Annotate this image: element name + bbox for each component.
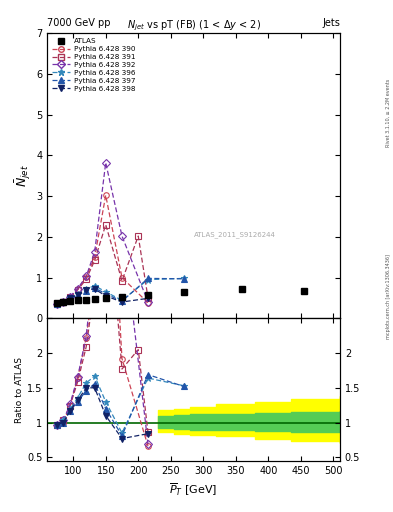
Pythia 6.428 391 [92,258,97,264]
Pythia 6.428 391 [136,233,141,239]
Line: Pythia 6.428 396: Pythia 6.428 396 [53,275,187,307]
Pythia 6.428 392 [61,298,66,305]
Pythia 6.428 396 [55,301,59,307]
Pythia 6.428 390 [103,193,108,199]
Pythia 6.428 390 [146,300,151,306]
Pythia 6.428 398 [84,287,88,293]
Pythia 6.428 390 [68,294,72,300]
Pythia 6.428 397 [55,301,59,307]
Line: Pythia 6.428 390: Pythia 6.428 390 [54,193,151,306]
Text: mcplots.cern.ch [arXiv:1306.3436]: mcplots.cern.ch [arXiv:1306.3436] [386,254,391,339]
Pythia 6.428 397 [61,299,66,305]
Text: 7000 GeV pp: 7000 GeV pp [47,18,111,28]
Y-axis label: Ratio to ATLAS: Ratio to ATLAS [15,356,24,422]
Pythia 6.428 398 [75,292,80,298]
Pythia 6.428 396 [182,275,186,282]
Text: Jets: Jets [322,18,340,28]
Pythia 6.428 392 [55,301,59,307]
Pythia 6.428 391 [103,222,108,228]
Pythia 6.428 396 [84,286,88,292]
Pythia 6.428 392 [68,294,72,300]
Pythia 6.428 390 [55,301,59,307]
Line: Pythia 6.428 391: Pythia 6.428 391 [54,222,151,306]
Line: Pythia 6.428 397: Pythia 6.428 397 [54,275,187,306]
Pythia 6.428 397 [103,291,108,297]
Pythia 6.428 392 [103,160,108,166]
Pythia 6.428 398 [68,295,72,302]
Pythia 6.428 390 [92,254,97,260]
Pythia 6.428 390 [119,274,124,281]
Pythia 6.428 392 [75,286,80,292]
X-axis label: $\overline{P}_T$ [GeV]: $\overline{P}_T$ [GeV] [169,481,218,498]
Line: Pythia 6.428 398: Pythia 6.428 398 [54,286,151,306]
Pythia 6.428 397 [84,288,88,294]
Text: ATLAS_2011_S9126244: ATLAS_2011_S9126244 [193,232,275,239]
Title: $N_{jet}$ vs pT (FB) (1 < $\Delta y$ < 2): $N_{jet}$ vs pT (FB) (1 < $\Delta y$ < 2… [127,19,261,33]
Pythia 6.428 392 [119,233,124,239]
Legend: ATLAS, Pythia 6.428 390, Pythia 6.428 391, Pythia 6.428 392, Pythia 6.428 396, P: ATLAS, Pythia 6.428 390, Pythia 6.428 39… [51,37,137,93]
Pythia 6.428 391 [119,278,124,284]
Pythia 6.428 396 [75,291,80,297]
Pythia 6.428 390 [61,299,66,305]
Line: Pythia 6.428 392: Pythia 6.428 392 [54,160,151,306]
Pythia 6.428 391 [68,294,72,300]
Pythia 6.428 392 [92,249,97,255]
Y-axis label: $\bar{N}_{jet}$: $\bar{N}_{jet}$ [14,164,33,187]
Pythia 6.428 390 [75,286,80,292]
Pythia 6.428 397 [182,276,186,282]
Pythia 6.428 398 [92,286,97,292]
Text: Rivet 3.1.10, ≥ 2.2M events: Rivet 3.1.10, ≥ 2.2M events [386,78,391,147]
Pythia 6.428 391 [84,276,88,282]
Pythia 6.428 398 [61,299,66,305]
Pythia 6.428 396 [61,298,66,305]
Pythia 6.428 391 [55,301,59,307]
Pythia 6.428 396 [146,276,151,283]
Pythia 6.428 391 [146,295,151,301]
Pythia 6.428 392 [84,273,88,280]
Pythia 6.428 391 [75,287,80,293]
Pythia 6.428 398 [146,295,151,302]
Pythia 6.428 391 [61,298,66,305]
Pythia 6.428 397 [146,275,151,282]
Pythia 6.428 397 [68,295,72,302]
Pythia 6.428 398 [119,299,124,305]
Pythia 6.428 397 [92,285,97,291]
Pythia 6.428 397 [119,298,124,304]
Pythia 6.428 396 [92,283,97,289]
Pythia 6.428 396 [119,297,124,304]
Pythia 6.428 397 [75,292,80,298]
Pythia 6.428 390 [84,274,88,280]
Pythia 6.428 396 [103,289,108,295]
Pythia 6.428 392 [146,299,151,305]
Pythia 6.428 396 [68,295,72,301]
Pythia 6.428 398 [55,301,59,307]
Pythia 6.428 398 [103,293,108,299]
